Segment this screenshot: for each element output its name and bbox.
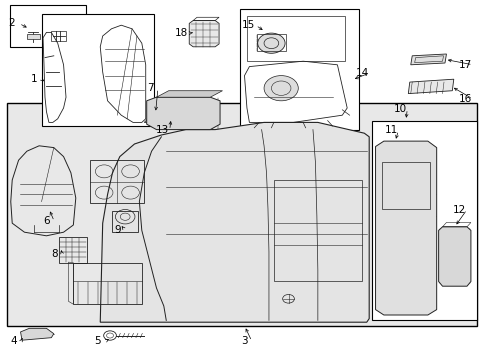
- Text: 18: 18: [175, 28, 188, 38]
- Text: 11: 11: [384, 125, 397, 135]
- Bar: [51, 31, 66, 41]
- Circle shape: [264, 76, 298, 101]
- Text: 15: 15: [241, 20, 255, 30]
- Text: 12: 12: [452, 204, 466, 215]
- Bar: [273, 180, 361, 281]
- Bar: [112, 211, 138, 232]
- Text: 5: 5: [94, 336, 101, 346]
- Polygon shape: [438, 227, 470, 286]
- Polygon shape: [189, 21, 219, 47]
- Bar: [382, 162, 429, 209]
- Bar: [7, 103, 476, 326]
- Text: 4: 4: [10, 336, 17, 346]
- Bar: [246, 16, 344, 61]
- Text: 3: 3: [241, 336, 247, 346]
- Text: 13: 13: [155, 125, 169, 135]
- Bar: [41, 14, 154, 126]
- Bar: [10, 5, 85, 47]
- Polygon shape: [407, 79, 453, 94]
- Text: 14: 14: [355, 68, 369, 78]
- Polygon shape: [375, 141, 436, 315]
- Text: 9: 9: [114, 225, 121, 235]
- Text: 6: 6: [43, 216, 50, 226]
- Text: 1: 1: [31, 74, 38, 84]
- Text: 8: 8: [51, 249, 58, 259]
- Text: 17: 17: [458, 60, 471, 70]
- Circle shape: [257, 33, 285, 53]
- Bar: [27, 34, 40, 39]
- Bar: [59, 237, 87, 263]
- Circle shape: [376, 222, 384, 228]
- Bar: [371, 121, 476, 320]
- Polygon shape: [20, 328, 54, 340]
- Bar: [73, 263, 142, 304]
- Bar: [90, 160, 144, 203]
- Polygon shape: [100, 122, 368, 322]
- Text: 10: 10: [393, 104, 406, 114]
- Text: 7: 7: [147, 83, 154, 93]
- Text: 16: 16: [458, 94, 471, 104]
- Polygon shape: [156, 91, 222, 97]
- Text: 2: 2: [8, 18, 15, 28]
- Polygon shape: [410, 54, 446, 65]
- Polygon shape: [144, 115, 203, 122]
- Polygon shape: [146, 97, 220, 130]
- Bar: [239, 9, 359, 130]
- Bar: [256, 34, 285, 51]
